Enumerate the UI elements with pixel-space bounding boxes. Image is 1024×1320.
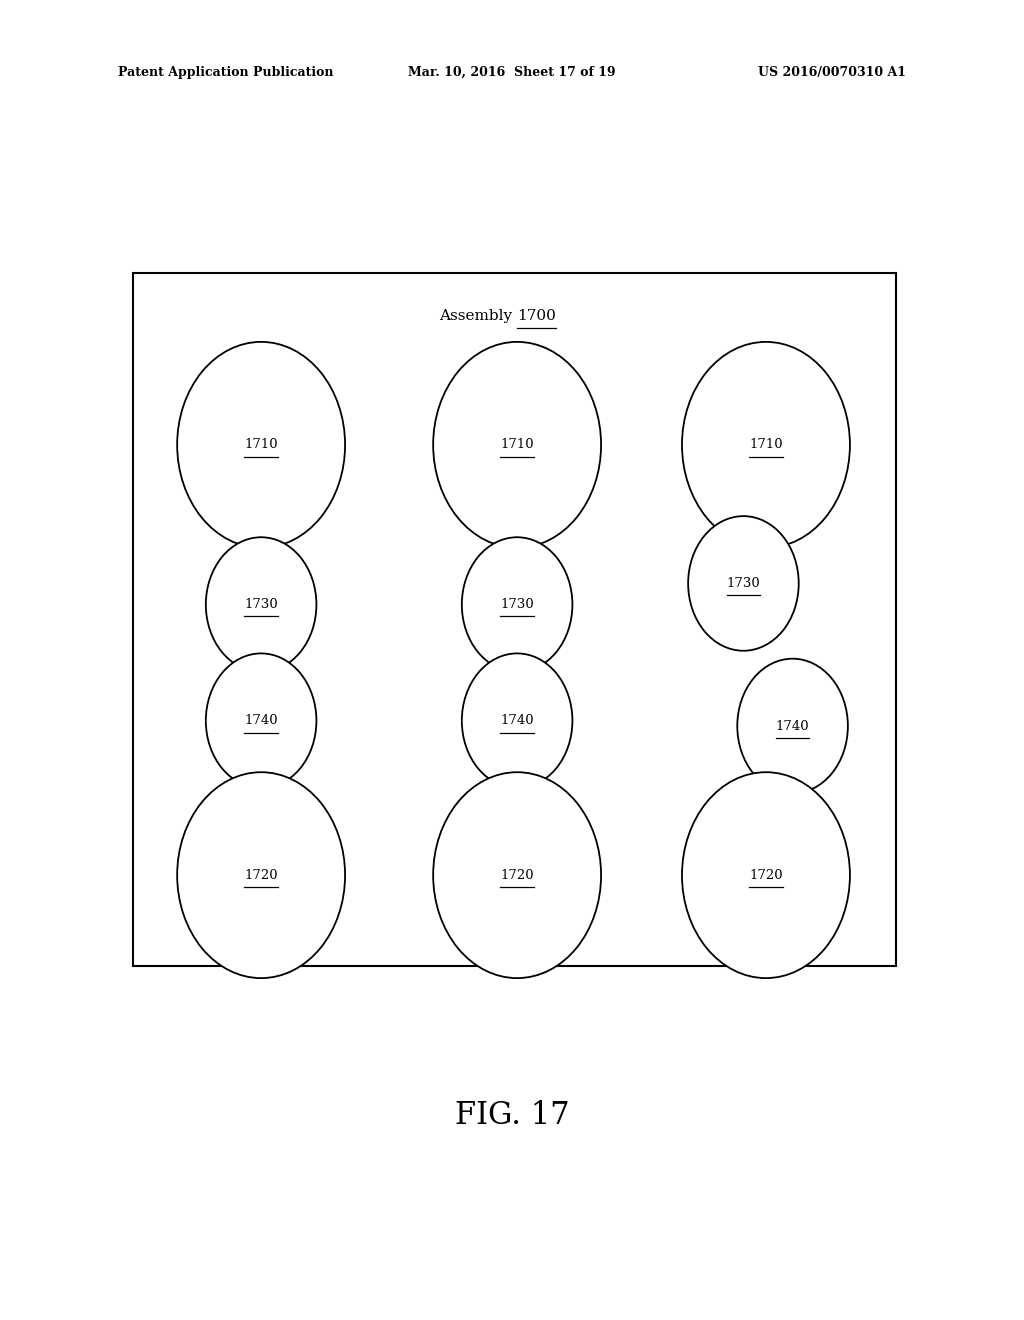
Text: Assembly: Assembly xyxy=(439,309,517,323)
Text: 1720: 1720 xyxy=(501,869,534,882)
Ellipse shape xyxy=(688,516,799,651)
Ellipse shape xyxy=(682,342,850,548)
Ellipse shape xyxy=(206,537,316,672)
Text: 1710: 1710 xyxy=(501,438,534,451)
Text: 1730: 1730 xyxy=(727,577,760,590)
Text: Mar. 10, 2016  Sheet 17 of 19: Mar. 10, 2016 Sheet 17 of 19 xyxy=(409,66,615,79)
Text: 1710: 1710 xyxy=(245,438,278,451)
Text: 1720: 1720 xyxy=(245,869,278,882)
Text: 1700: 1700 xyxy=(517,309,556,323)
Text: 1740: 1740 xyxy=(501,714,534,727)
Ellipse shape xyxy=(462,537,572,672)
Bar xyxy=(133,273,896,966)
Text: 1740: 1740 xyxy=(245,714,278,727)
Ellipse shape xyxy=(177,772,345,978)
Ellipse shape xyxy=(177,342,345,548)
Text: 1710: 1710 xyxy=(750,438,782,451)
Ellipse shape xyxy=(433,342,601,548)
Text: 1720: 1720 xyxy=(750,869,782,882)
Text: 1730: 1730 xyxy=(501,598,534,611)
Ellipse shape xyxy=(206,653,316,788)
Ellipse shape xyxy=(433,772,601,978)
Text: FIG. 17: FIG. 17 xyxy=(455,1100,569,1131)
Text: US 2016/0070310 A1: US 2016/0070310 A1 xyxy=(758,66,906,79)
Text: 1740: 1740 xyxy=(776,719,809,733)
Text: 1730: 1730 xyxy=(245,598,278,611)
Ellipse shape xyxy=(737,659,848,793)
Ellipse shape xyxy=(682,772,850,978)
Ellipse shape xyxy=(462,653,572,788)
Text: Patent Application Publication: Patent Application Publication xyxy=(118,66,333,79)
